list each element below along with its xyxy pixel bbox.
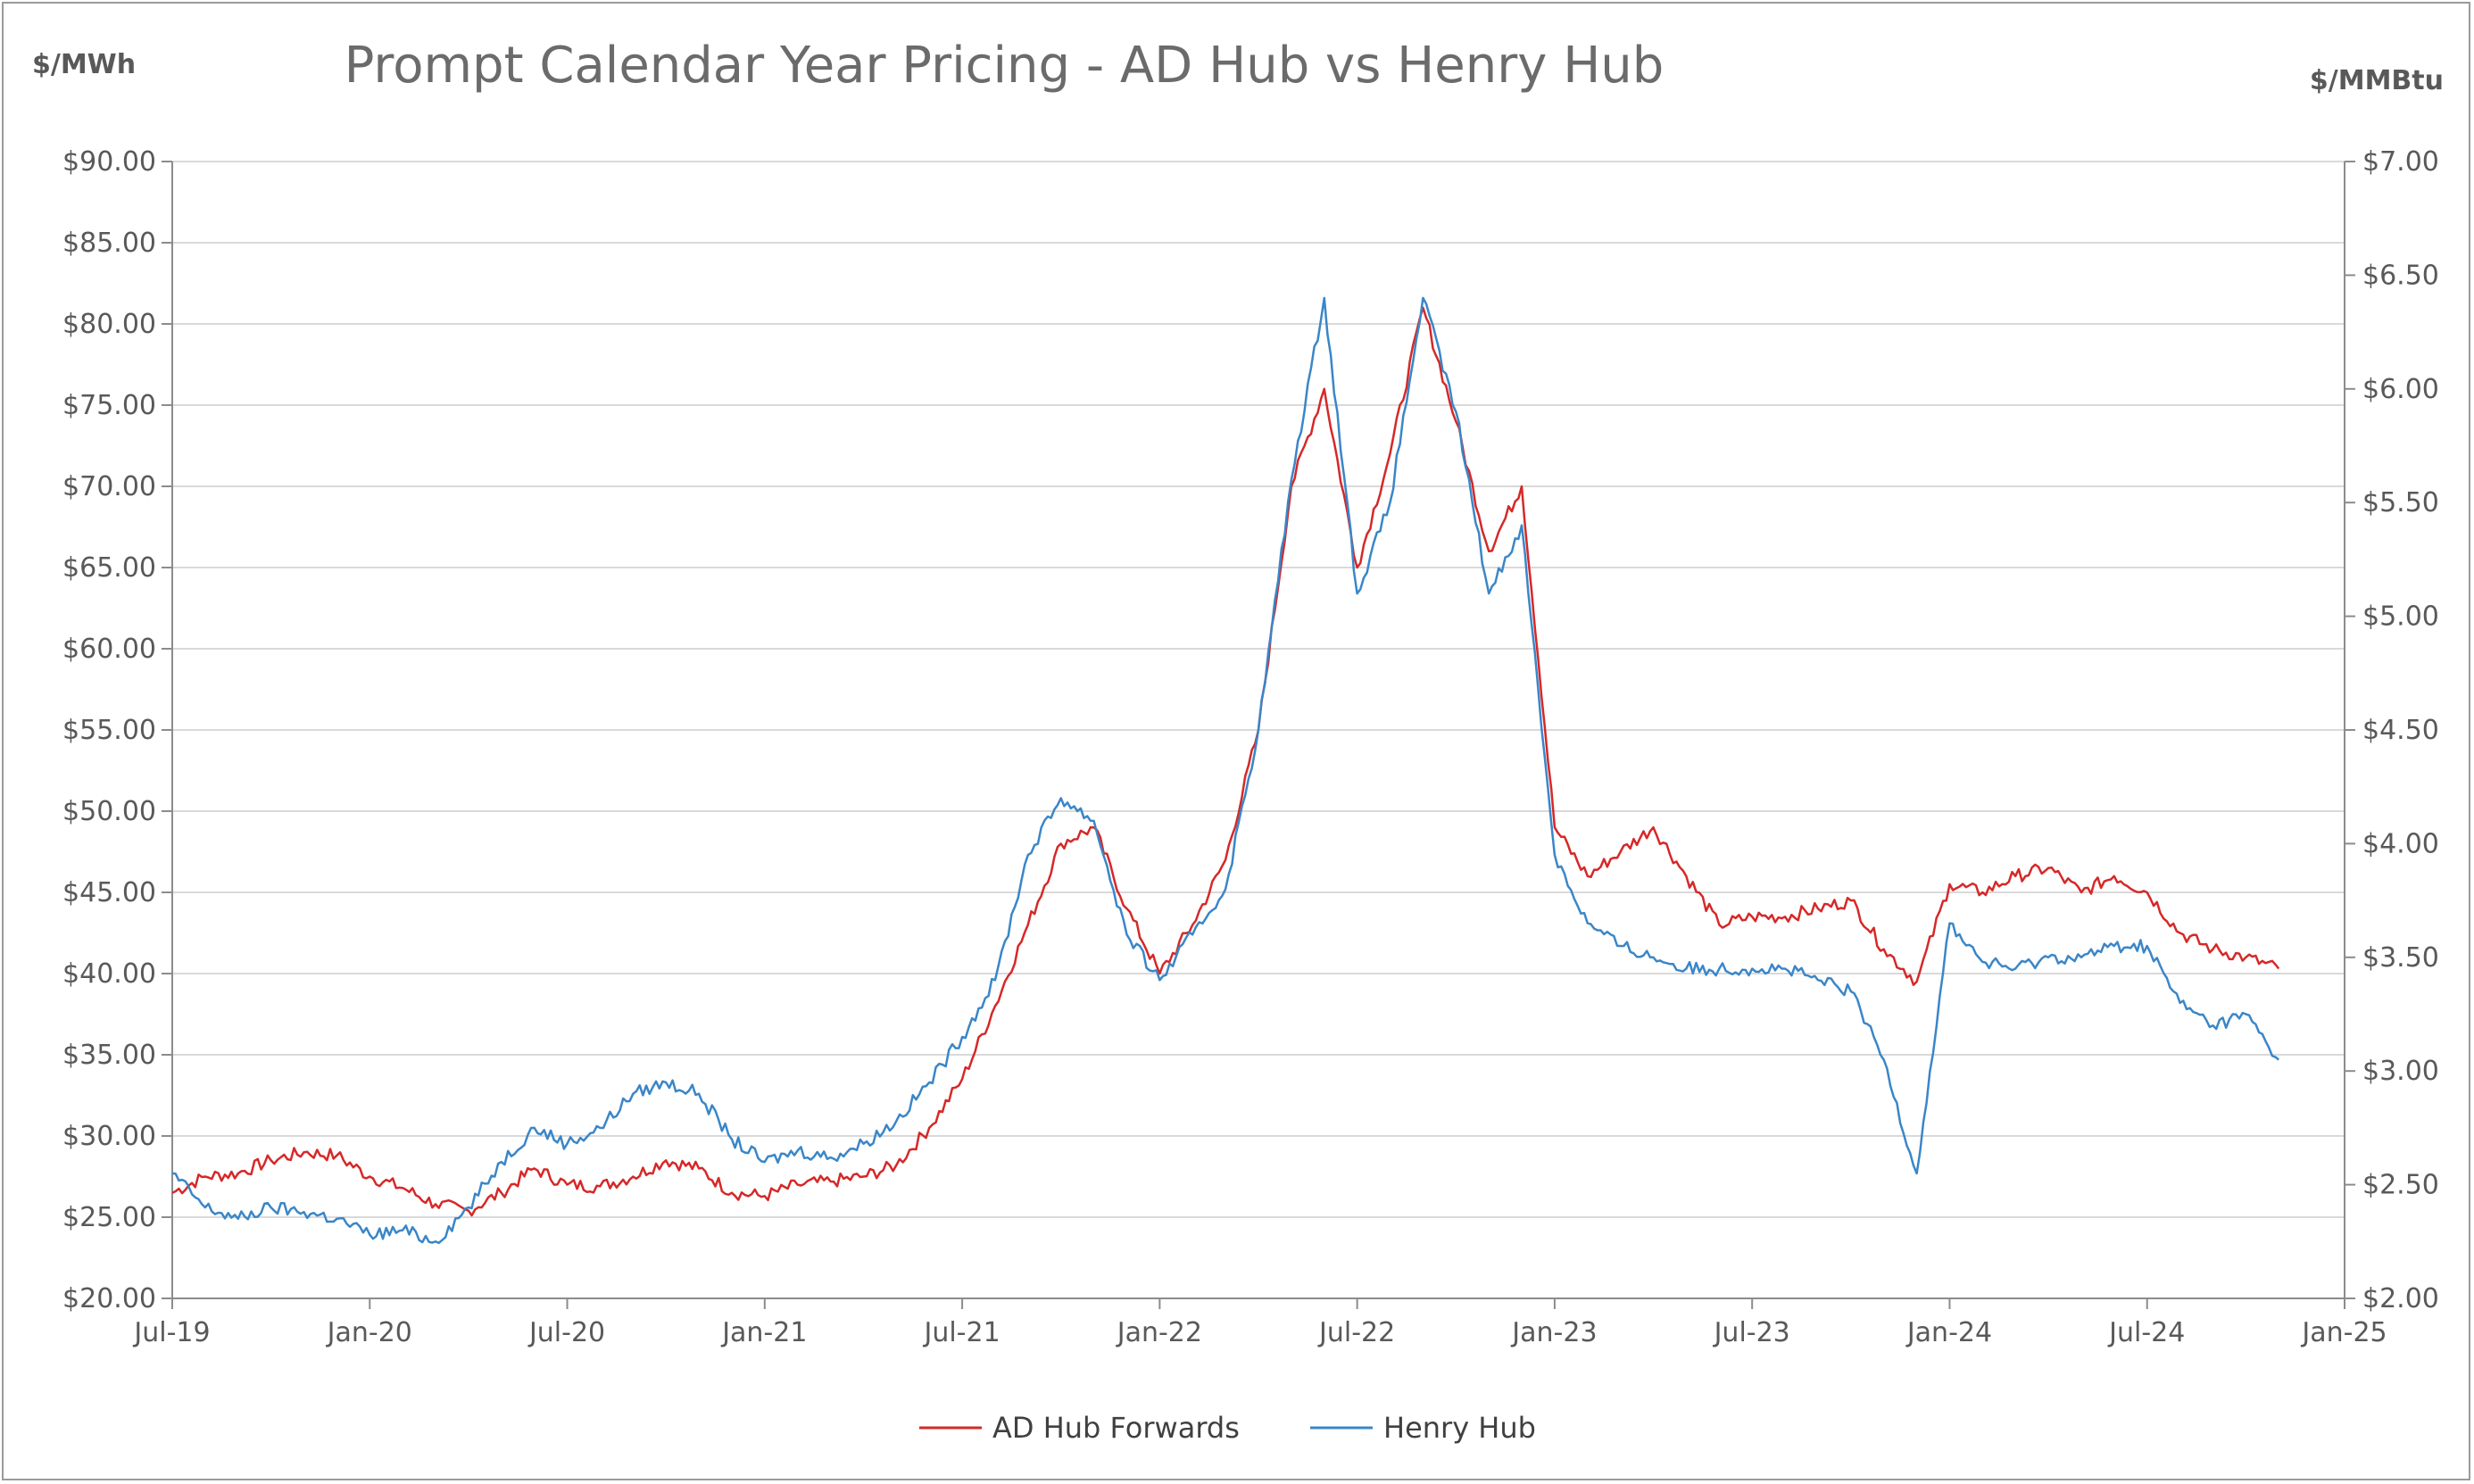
y-left-tick-label: $40.00 xyxy=(62,958,156,990)
y-left-tick-label: $25.00 xyxy=(62,1202,156,1233)
y-left-tick-label: $20.00 xyxy=(62,1283,156,1314)
y-left-tick-label: $55.00 xyxy=(62,715,156,746)
y-left-tick-label: $75.00 xyxy=(62,390,156,421)
x-tick-label: Jan-22 xyxy=(1116,1317,1202,1348)
y-right-tick-label: $6.00 xyxy=(2362,374,2439,405)
x-tick-label: Jan-21 xyxy=(720,1317,807,1348)
legend: AD Hub Forwards Henry Hub xyxy=(919,1411,1536,1445)
series-lines xyxy=(171,296,2280,1245)
legend-label: AD Hub Forwards xyxy=(992,1411,1240,1445)
y-left-tick-label: $70.00 xyxy=(62,471,156,502)
y-left-tick-label: $45.00 xyxy=(62,877,156,908)
y-left-tick-label: $50.00 xyxy=(62,796,156,827)
y-right-unit-label: $/MMBtu xyxy=(2310,65,2444,96)
y-right-tick-label: $2.50 xyxy=(2362,1170,2439,1201)
chart-title: Prompt Calendar Year Pricing - AD Hub vs… xyxy=(345,37,1665,95)
y-left-tick-label: $35.00 xyxy=(62,1040,156,1071)
gridlines xyxy=(172,161,2345,1299)
x-tick-label: Jan-20 xyxy=(326,1317,412,1348)
y-left-tick-label: $80.00 xyxy=(62,309,156,340)
x-tick-label: Jul-20 xyxy=(527,1317,605,1348)
x-tick-label: Jul-22 xyxy=(1317,1317,1395,1348)
y-left-unit-label: $/MWh xyxy=(32,49,136,80)
y-left-tick-label: $90.00 xyxy=(62,146,156,178)
x-tick-label: Jul-21 xyxy=(922,1317,1000,1348)
y-right-tick-label: $4.00 xyxy=(2362,828,2439,859)
series-line-ad-hub-forwards xyxy=(171,306,2280,1217)
x-tick-label: Jan-24 xyxy=(1905,1317,1992,1348)
x-tick-label: Jan-23 xyxy=(1510,1317,1597,1348)
axes: $20.00 $25.00 $30.00 $35.00 $40.00 $45.00 $50.… xyxy=(62,146,2439,1348)
y-right-tick-label: $4.50 xyxy=(2362,715,2439,746)
y-right-tick-label: $5.50 xyxy=(2362,487,2439,518)
y-right-tick-label: $7.00 xyxy=(2362,146,2439,178)
y-right-tick-label: $6.50 xyxy=(2362,260,2439,291)
x-tick-label: Jul-23 xyxy=(1713,1317,1790,1348)
y-right-tick-label: $5.00 xyxy=(2362,601,2439,633)
y-left-tick-label: $85.00 xyxy=(62,228,156,259)
series-line-henry-hub xyxy=(171,296,2279,1245)
y-right-tick-label: $2.00 xyxy=(2362,1283,2439,1314)
y-right-tick-label: $3.00 xyxy=(2362,1056,2439,1087)
x-tick-label: Jul-19 xyxy=(132,1317,210,1348)
legend-label: Henry Hub xyxy=(1383,1411,1536,1445)
x-tick-label: Jan-25 xyxy=(2300,1317,2387,1348)
x-tick-label: Jul-24 xyxy=(2107,1317,2185,1348)
y-left-tick-label: $60.00 xyxy=(62,634,156,665)
y-left-tick-label: $65.00 xyxy=(62,552,156,584)
y-right-tick-label: $3.50 xyxy=(2362,942,2439,974)
y-left-tick-label: $30.00 xyxy=(62,1121,156,1152)
